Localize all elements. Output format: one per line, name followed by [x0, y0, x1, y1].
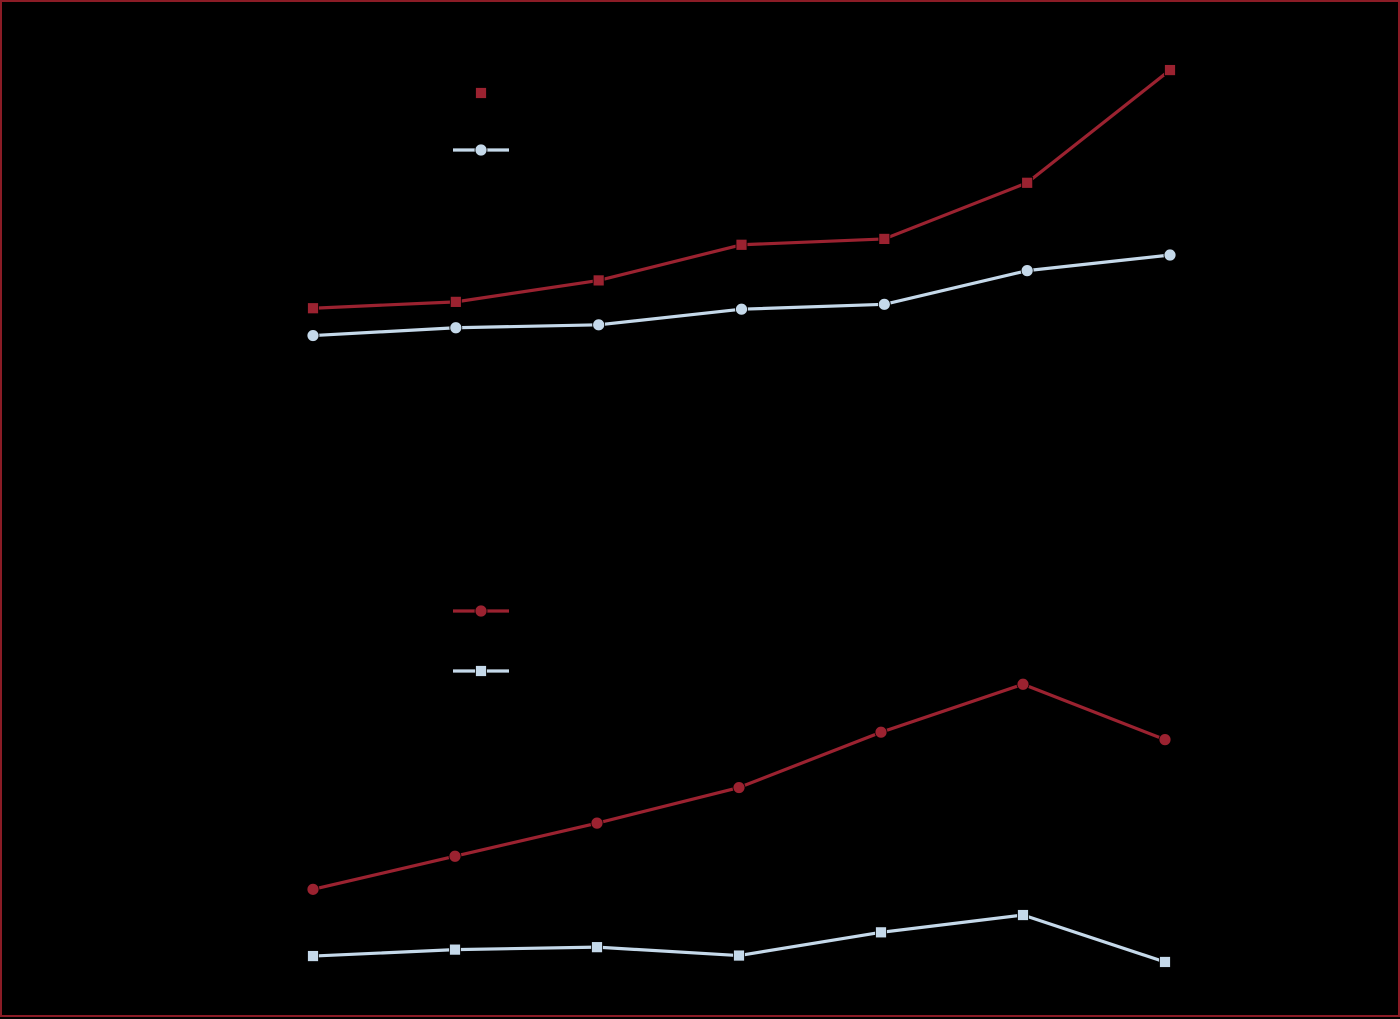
data-point — [306, 329, 320, 342]
legend-marker — [474, 604, 488, 618]
data-point — [878, 233, 891, 245]
data-point — [448, 849, 462, 863]
data-point — [732, 781, 746, 794]
legend-marker — [475, 87, 487, 99]
data-point — [591, 941, 603, 954]
data-point — [449, 295, 462, 308]
data-point — [592, 274, 605, 287]
data-point — [1163, 248, 1177, 262]
data-point — [1158, 733, 1172, 747]
data-point — [307, 302, 319, 315]
data-point — [874, 725, 888, 739]
data-point — [307, 950, 319, 962]
data-point — [449, 943, 461, 956]
data-point — [449, 321, 463, 335]
data-point — [733, 949, 745, 962]
data-point — [1021, 176, 1034, 189]
data-point — [1017, 909, 1029, 921]
data-point — [875, 926, 887, 939]
data-point — [735, 238, 748, 251]
legend-marker — [474, 143, 488, 157]
series-line-top-1 — [312, 253, 1171, 338]
legend-marker — [475, 665, 487, 677]
series-line-top-0 — [312, 68, 1171, 310]
data-point — [1159, 956, 1171, 968]
data-point — [877, 297, 891, 311]
data-point — [1016, 677, 1030, 691]
data-point — [590, 816, 604, 830]
data-point — [1020, 264, 1034, 278]
data-point — [735, 302, 748, 316]
data-point — [1164, 64, 1176, 76]
data-point — [306, 882, 320, 896]
data-point — [592, 318, 606, 332]
